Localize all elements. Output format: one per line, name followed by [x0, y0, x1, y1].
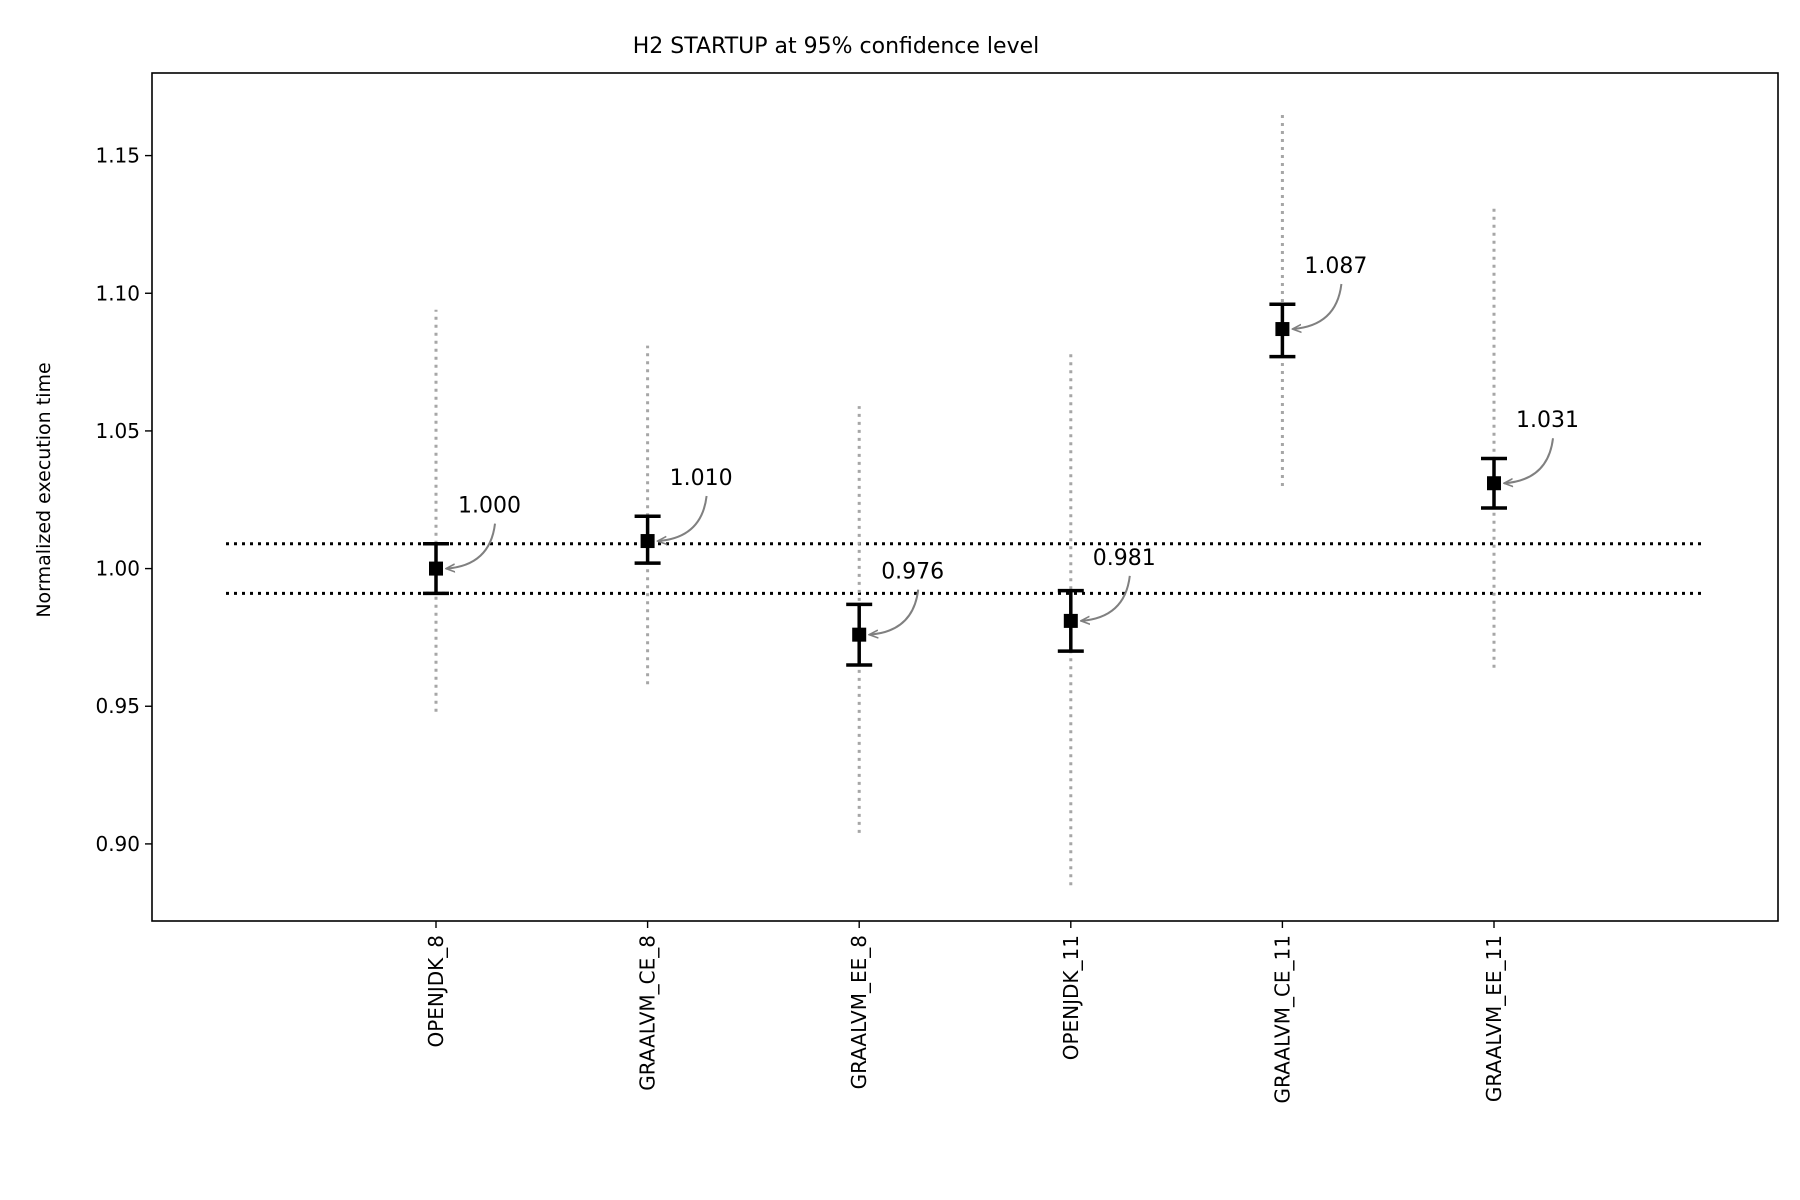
annotation-arrow: [1081, 575, 1131, 621]
data-point: [1275, 322, 1290, 337]
x-tick-label: GRAALVM_EE_8: [847, 935, 871, 1089]
x-tick-label: GRAALVM_EE_11: [1482, 935, 1506, 1102]
x-tick-label: OPENJDK_8: [424, 935, 448, 1048]
data-label: 0.981: [1093, 546, 1156, 571]
y-tick-label: 0.95: [95, 694, 140, 718]
data-label: 1.000: [458, 494, 521, 519]
data-label: 1.031: [1516, 408, 1579, 433]
annotation-arrow: [1504, 438, 1554, 483]
y-tick-label: 1.05: [95, 419, 140, 443]
annotation-arrow: [869, 589, 920, 635]
y-tick-label: 1.00: [95, 557, 140, 581]
y-tick-label: 1.15: [95, 144, 140, 168]
y-axis-label: Normalized execution time: [33, 362, 55, 617]
data-point: [852, 627, 867, 642]
x-tick-label: GRAALVM_CE_8: [636, 935, 660, 1091]
annotation-arrow: [1292, 283, 1343, 329]
x-tick-label: GRAALVM_CE_11: [1270, 935, 1294, 1103]
data-point: [429, 561, 443, 576]
data-label: 1.087: [1304, 254, 1367, 279]
annotation-arrow: [658, 495, 708, 541]
data-label: 0.976: [881, 560, 944, 585]
data-point: [1487, 476, 1501, 491]
x-tick-label: OPENJDK_11: [1059, 935, 1083, 1060]
plot-area: 0.90 0.95 1.00 1.05 1.10 1.15 OPENJDK_8 1.000 GR…: [95, 72, 1779, 1103]
data-point: [1063, 613, 1078, 628]
y-tick-label: 1.10: [95, 281, 140, 305]
annotation-arrow: [446, 523, 496, 569]
data-point: [640, 534, 655, 549]
y-tick-label: 0.90: [95, 832, 140, 856]
chart-title: H2 STARTUP at 95% confidence level: [633, 34, 1040, 59]
data-label: 1.010: [670, 466, 733, 491]
axes-frame: [151, 72, 1779, 922]
